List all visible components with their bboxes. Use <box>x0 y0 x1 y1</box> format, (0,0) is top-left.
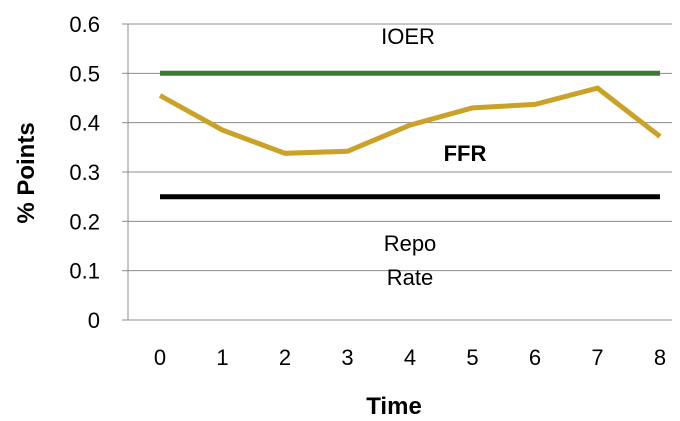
y-tick-label-0: 0 <box>88 308 100 333</box>
repo-annotation: Repo <box>384 231 437 256</box>
x-tick-label-0: 0 <box>154 345 166 370</box>
y-tick-label-3: 0.3 <box>69 160 100 185</box>
x-axis-title: Time <box>366 393 422 420</box>
rate-annotation: Rate <box>387 265 433 290</box>
x-tick-label-1: 1 <box>216 345 228 370</box>
x-tick-label-2: 2 <box>279 345 291 370</box>
axes <box>127 24 672 321</box>
ffr-annotation: FFR <box>444 141 487 166</box>
y-tick-label-4: 0.4 <box>69 111 100 136</box>
x-tick-label-8: 8 <box>654 345 666 370</box>
x-tick-label-6: 6 <box>529 345 541 370</box>
y-tick-labels: 0 0.1 0.2 0.3 0.4 0.5 0.6 <box>69 12 100 333</box>
x-tick-label-5: 5 <box>466 345 478 370</box>
x-tick-label-7: 7 <box>591 345 603 370</box>
x-tick-label-4: 4 <box>404 345 416 370</box>
x-tick-labels: 0 1 2 3 4 5 6 7 8 <box>154 345 666 370</box>
series-lines <box>158 70 662 200</box>
y-axis-title: % Points <box>13 122 40 223</box>
series-line-ffr <box>158 85 662 156</box>
y-tick-label-1: 0.1 <box>69 259 100 284</box>
annotations: IOER FFR Repo Rate <box>381 24 486 290</box>
x-tick-label-3: 3 <box>341 345 353 370</box>
y-tick-label-6: 0.6 <box>69 12 100 37</box>
y-tick-label-2: 0.2 <box>69 209 100 234</box>
ioer-annotation: IOER <box>381 24 435 49</box>
y-tick-label-5: 0.5 <box>69 61 100 86</box>
